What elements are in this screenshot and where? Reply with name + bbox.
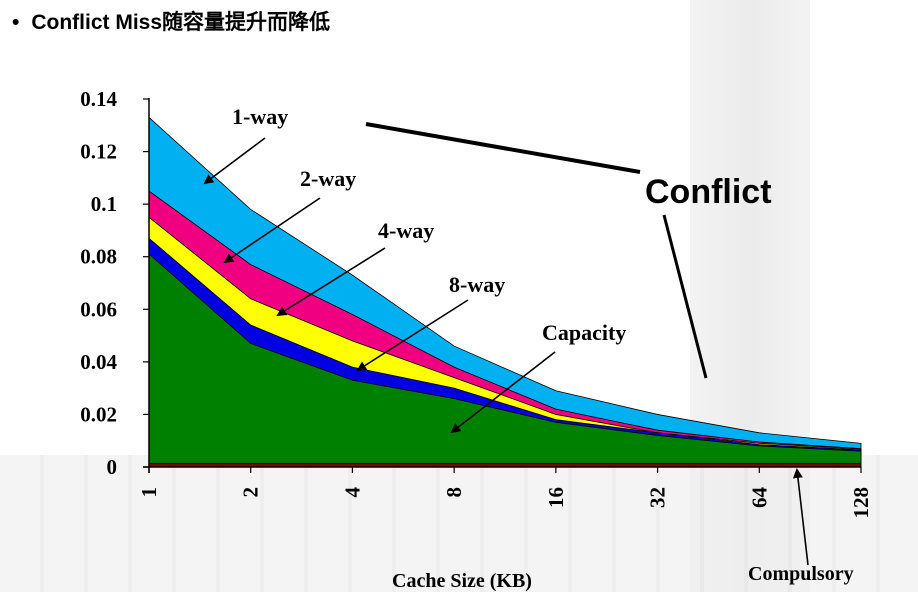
bullet-text: Conflict Miss随容量提升而降低 bbox=[31, 11, 331, 34]
capacity-arrow bbox=[450, 351, 556, 434]
two-way-label: 2-way bbox=[300, 166, 356, 191]
x-axis-title: Cache Size (KB) bbox=[392, 570, 532, 592]
compulsory-label: Compulsory bbox=[748, 563, 854, 585]
y-tick-label: 0 bbox=[107, 455, 118, 479]
x-tick-label: 8 bbox=[442, 487, 466, 498]
area-compulsory bbox=[148, 462, 862, 468]
compulsory-arrow bbox=[792, 468, 809, 566]
eight-way-label: 8-way bbox=[449, 272, 505, 297]
bullet-line: • Conflict Miss随容量提升而降低 bbox=[12, 6, 330, 36]
background-buildings bbox=[0, 455, 918, 592]
x-tick-label: 64 bbox=[747, 487, 771, 509]
y-tick-label: 0.1 bbox=[91, 192, 117, 216]
area-series-group bbox=[148, 116, 862, 468]
y-tick-label: 0.02 bbox=[80, 402, 117, 426]
four-way-arrow bbox=[276, 247, 386, 317]
axes-group bbox=[143, 98, 861, 473]
conflict-leader-line-top bbox=[365, 122, 641, 174]
x-tick-label: 2 bbox=[239, 487, 263, 498]
capacity-label: Capacity bbox=[542, 320, 626, 345]
y-tick-label: 0.14 bbox=[80, 87, 117, 111]
y-tick-label: 0.04 bbox=[80, 350, 117, 374]
two-way-arrow bbox=[223, 197, 321, 264]
one-way-label: 1-way bbox=[232, 104, 288, 129]
area-capacity bbox=[148, 253, 862, 468]
x-tick-label: 128 bbox=[849, 487, 873, 519]
eight-way-arrow bbox=[356, 299, 469, 372]
x-tick-label: 32 bbox=[646, 487, 670, 508]
four-way-label: 4-way bbox=[378, 218, 434, 243]
x-tick-label: 1 bbox=[137, 487, 161, 498]
bullet-dot: • bbox=[12, 11, 20, 34]
tick-labels-group: 0.14 0.12 0.1 0.08 0.06 0.04 0.02 0 1 2 4 8 16 32 64 12… bbox=[80, 87, 873, 519]
conflict-leader-line-bottom bbox=[662, 214, 708, 379]
y-tick-label: 0.12 bbox=[80, 140, 117, 164]
y-tick-label: 0.08 bbox=[80, 245, 117, 269]
x-tick-label: 16 bbox=[544, 487, 568, 508]
conflict-label: Conflict bbox=[645, 173, 772, 211]
one-way-arrow bbox=[203, 137, 266, 185]
x-tick-label: 4 bbox=[340, 487, 364, 498]
y-tick-label: 0.06 bbox=[80, 297, 117, 321]
